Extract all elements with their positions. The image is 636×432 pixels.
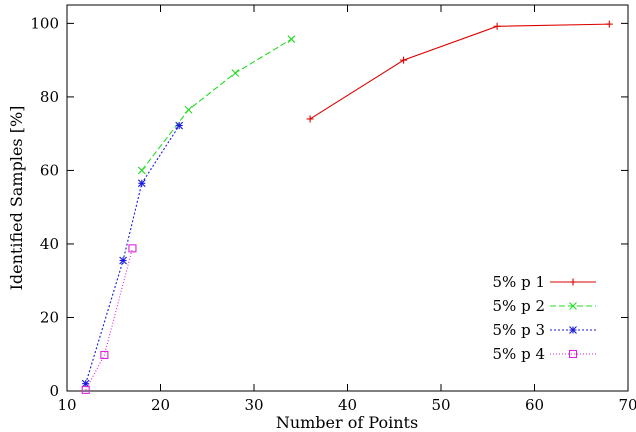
x-tick-label: 20 [151,396,170,414]
data-point-marker [569,302,577,310]
x-tick-label: 10 [57,396,76,414]
legend-label: 5% p 4 [493,345,545,363]
x-tick-label: 70 [618,396,636,414]
data-point-marker [81,385,90,394]
data-point-marker [100,350,109,360]
data-point-marker [400,56,408,64]
series-2 [137,35,296,175]
legend-label: 5% p 1 [493,273,545,291]
legend-label: 5% p 2 [493,297,545,315]
series-line [309,23,610,120]
legend-item: 5% p 3 [493,321,596,339]
x-tick-label: 30 [244,396,263,414]
y-tick-label: 60 [40,161,59,179]
data-point-marker [175,121,184,130]
data-point-marker [287,35,296,44]
y-tick-label: 20 [40,308,59,326]
axis-tick-labels: 10 20 30 40 50 60 70 0 20 40 60 80 100 [30,14,636,414]
series-line [85,125,180,384]
series-line [141,38,292,171]
data-point-marker [493,22,501,30]
series-4 [81,244,137,394]
data-point-marker [306,115,314,123]
x-tick-label: 50 [431,396,450,414]
data-point-marker [137,166,146,175]
series-layer [81,20,613,394]
data-point-marker [184,105,193,114]
x-tick-label: 60 [525,396,544,414]
series-1 [306,20,613,123]
legend-item: 5% p 1 [493,273,596,291]
y-axis-label: Identified Samples [%] [7,106,26,291]
data-point-marker [569,326,577,334]
legend-item: 5% p 4 [493,345,596,363]
series-3 [81,121,184,388]
y-tick-label: 0 [49,382,59,400]
y-tick-label: 40 [40,235,59,253]
axis-ticks [66,5,629,392]
legend: 5% p 1 5% p 2 5% p 3 5% p 4 [493,273,596,363]
data-point-marker [568,349,578,359]
data-point-marker [569,278,577,286]
data-point-marker [128,244,137,253]
data-point-marker [231,69,240,77]
legend-item: 5% p 2 [493,297,596,315]
y-tick-label: 80 [40,88,59,106]
data-point-marker [137,179,146,188]
x-tick-label: 40 [338,396,357,414]
x-axis-label: Number of Points [276,413,418,432]
y-tick-label: 100 [30,14,59,32]
series-line [85,248,133,391]
legend-label: 5% p 3 [493,321,545,339]
data-point-marker [605,20,613,28]
data-point-marker [119,256,127,265]
